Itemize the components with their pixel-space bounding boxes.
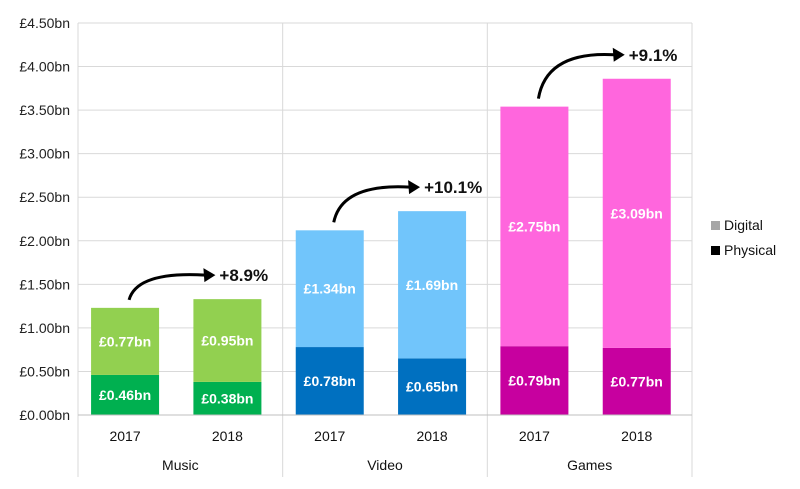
y-tick-label: £1.50bn	[19, 276, 70, 292]
y-tick-label: £2.00bn	[19, 233, 70, 249]
bar-digital-label: £1.69bn	[406, 277, 458, 293]
x-tick-label-year: 2017	[314, 428, 345, 444]
bar-physical	[91, 374, 160, 415]
legend-swatch	[711, 246, 720, 255]
legend-label: Digital	[724, 217, 763, 233]
x-group-label: Games	[567, 457, 612, 473]
legend: Digital Physical	[711, 217, 776, 258]
y-axis: £0.00bn £0.50bn £1.00bn £1.50bn £2.00bn £2.50…	[19, 15, 70, 423]
bar-digital	[193, 299, 262, 382]
growth-arrow-head	[203, 268, 216, 283]
y-tick-label: £0.00bn	[19, 407, 70, 423]
y-tick-label: £4.00bn	[19, 59, 70, 75]
growth-arrow-head	[612, 47, 625, 62]
bar-physical-label: £0.46bn	[99, 387, 151, 403]
bars: £0.46bn £0.77bn £0.38bn £0.95bn £0.78bn £1.34…	[91, 78, 671, 415]
bar-physical	[295, 347, 364, 415]
bar-physical-label: £0.79bn	[508, 373, 560, 389]
growth-label: +9.1%	[629, 46, 678, 65]
bar-digital	[398, 211, 467, 359]
x-tick-label-year: 2017	[109, 428, 140, 444]
bar-physical-label: £0.38bn	[201, 390, 253, 406]
grid-lines	[77, 22, 693, 477]
bar-digital	[91, 307, 160, 375]
x-tick-label-year: 2018	[621, 428, 652, 444]
bar-digital-label: £0.95bn	[201, 333, 253, 349]
bar-physical	[602, 347, 671, 415]
x-group-label: Video	[367, 457, 403, 473]
growth-arrow-head	[408, 180, 421, 195]
bar-digital-label: £0.77bn	[99, 333, 151, 349]
y-tick-label: £2.50bn	[19, 189, 70, 205]
bar-digital	[295, 230, 364, 348]
legend-swatch	[711, 221, 720, 230]
x-tick-label-year: 2018	[416, 428, 447, 444]
growth-label: +10.1%	[424, 178, 482, 197]
growth-arrow-curve	[127, 273, 206, 301]
legend-label: Physical	[724, 242, 776, 258]
bar-physical	[500, 346, 569, 415]
bar-digital-label: £1.34bn	[304, 281, 356, 297]
growth-arrow-curve	[332, 185, 411, 223]
growth-arrow-curve	[536, 52, 615, 99]
bar-physical	[193, 381, 262, 415]
y-tick-label: £3.00bn	[19, 146, 70, 162]
y-tick-label: £4.50bn	[19, 15, 70, 31]
growth-annotations: +8.9% +10.1% +9.1%	[127, 46, 678, 301]
bar-digital	[500, 106, 569, 347]
y-tick-label: £0.50bn	[19, 363, 70, 379]
bar-physical-label: £0.65bn	[406, 379, 458, 395]
x-tick-label-year: 2018	[212, 428, 243, 444]
bar-digital-label: £2.75bn	[508, 218, 560, 234]
bar-physical-label: £0.78bn	[304, 373, 356, 389]
bar-digital-label: £3.09bn	[611, 205, 663, 221]
growth-label: +8.9%	[219, 266, 268, 285]
x-tick-label-year: 2017	[519, 428, 550, 444]
y-tick-label: £1.00bn	[19, 320, 70, 336]
x-group-label: Music	[162, 457, 199, 473]
y-tick-label: £3.50bn	[19, 102, 70, 118]
bar-physical	[398, 358, 467, 415]
bar-physical-label: £0.77bn	[611, 373, 663, 389]
x-axis: 2017 2018 Music 2017 2018 Video 2017 2018 Games	[78, 414, 692, 473]
bar-digital	[602, 78, 671, 348]
